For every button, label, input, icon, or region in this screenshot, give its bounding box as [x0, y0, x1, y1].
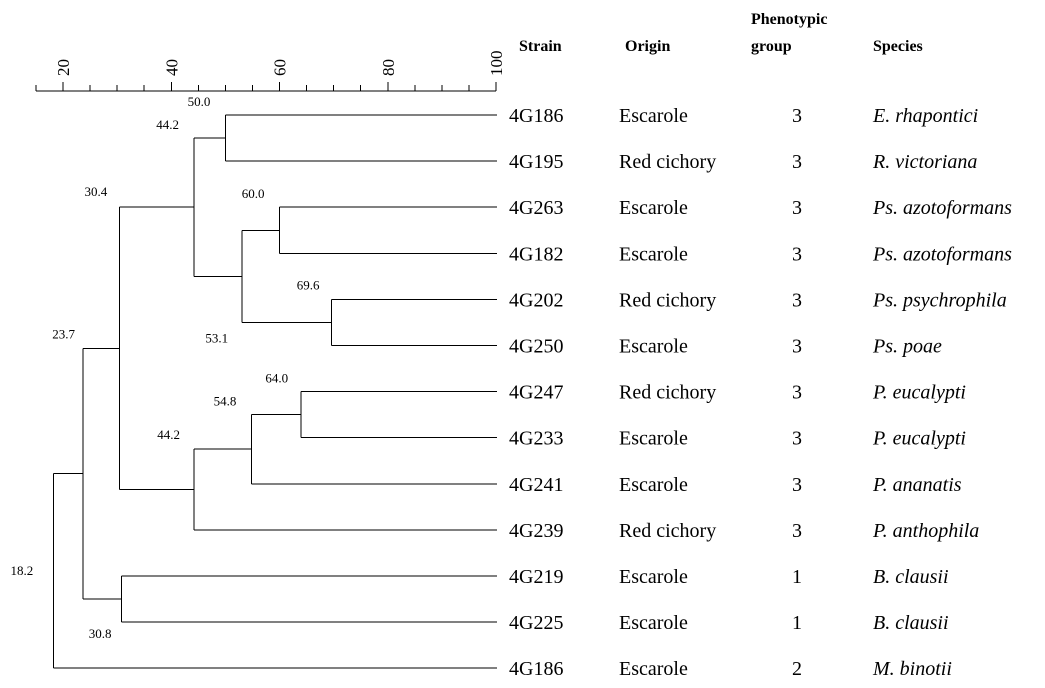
- strain-id: 4G233: [509, 428, 563, 450]
- strain-id: 4G247: [509, 382, 563, 404]
- node-similarity-label: 18.2: [11, 563, 34, 578]
- species-name: Ps. azotoformans: [872, 197, 1012, 219]
- species-name: E. rhapontici: [872, 105, 978, 127]
- node-similarity-label: 44.2: [156, 117, 179, 132]
- strain-id: 4G241: [509, 474, 563, 496]
- strain-row: 4G225 Escarole 1 B. clausii: [509, 612, 949, 634]
- strain-origin: Red cichory: [619, 382, 716, 404]
- node-labels: 50.0 69.6 60.0 53.1 44.2 64.0 54.8 44.2 30.4 30.8…: [11, 94, 320, 641]
- phenotypic-group: 2: [792, 658, 802, 680]
- strain-row: 4G202 Red cichory 3 Ps. psychrophila: [509, 289, 1007, 311]
- column-headers: Strain Origin Phenotypic group Species: [519, 11, 923, 55]
- strain-origin: Escarole: [619, 428, 688, 450]
- strain-row: 4G186 Escarole 3 E. rhapontici: [509, 105, 978, 127]
- strain-row: 4G263 Escarole 3 Ps. azotoformans: [509, 197, 1012, 219]
- node-similarity-label: 54.8: [214, 394, 237, 409]
- strain-id: 4G195: [509, 151, 563, 173]
- strain-origin: Escarole: [619, 243, 688, 265]
- scale-tick-label: 100: [487, 51, 506, 77]
- strain-id: 4G182: [509, 243, 563, 265]
- strain-row: 4G233 Escarole 3 P. eucalypti: [509, 428, 966, 450]
- species-name: R. victoriana: [872, 151, 977, 173]
- strain-row: 4G247 Red cichory 3 P. eucalypti: [509, 382, 966, 404]
- header-phenotypic-line2: group: [751, 38, 792, 55]
- strain-origin: Escarole: [619, 612, 688, 634]
- node-similarity-label: 64.0: [265, 371, 288, 386]
- strain-origin: Escarole: [619, 658, 688, 680]
- strain-origin: Red cichory: [619, 151, 716, 173]
- species-name: P. eucalypti: [872, 428, 966, 450]
- species-name: P. ananatis: [872, 474, 962, 496]
- strain-row: 4G239 Red cichory 3 P. anthophila: [509, 520, 979, 542]
- strain-row: 4G250 Escarole 3 Ps. poae: [509, 336, 942, 358]
- node-similarity-label: 69.6: [297, 277, 320, 292]
- strain-origin: Escarole: [619, 336, 688, 358]
- species-name: Ps. psychrophila: [872, 289, 1007, 311]
- dendrogram-tree: [52, 114, 497, 669]
- strain-origin: Red cichory: [619, 289, 716, 311]
- scale-tick-label: 40: [162, 59, 181, 76]
- strain-origin: Escarole: [619, 566, 688, 588]
- phenotypic-group: 3: [792, 151, 802, 173]
- strain-row: 4G219 Escarole 1 B. clausii: [509, 566, 949, 588]
- phenotypic-group: 3: [792, 243, 802, 265]
- node-similarity-label: 50.0: [188, 94, 211, 109]
- node-similarity-label: 44.2: [157, 427, 180, 442]
- phenotypic-group: 3: [792, 289, 802, 311]
- species-name: B. clausii: [873, 612, 949, 634]
- strain-id: 4G219: [509, 566, 563, 588]
- species-name: P. anthophila: [872, 520, 979, 542]
- node-similarity-label: 30.4: [85, 184, 108, 199]
- strain-id: 4G239: [509, 520, 563, 542]
- header-phenotypic-line1: Phenotypic: [751, 11, 827, 28]
- scale-tick-label: 80: [379, 59, 398, 76]
- phenotypic-group: 1: [792, 566, 802, 588]
- scale-tick-label: 60: [271, 59, 290, 76]
- strain-row: 4G241 Escarole 3 P. ananatis: [509, 474, 962, 496]
- phenotypic-group: 3: [792, 520, 802, 542]
- node-similarity-label: 53.1: [205, 330, 228, 345]
- strain-table: 4G186 Escarole 3 E. rhapontici 4G195 Red cich…: [509, 105, 1012, 680]
- header-strain: Strain: [519, 38, 562, 55]
- phenotypic-group: 3: [792, 428, 802, 450]
- strain-id: 4G186: [509, 105, 563, 127]
- species-name: Ps. poae: [872, 336, 942, 358]
- strain-row: 4G195 Red cichory 3 R. victoriana: [509, 151, 977, 173]
- phenotypic-group: 3: [792, 382, 802, 404]
- node-similarity-label: 60.0: [242, 186, 265, 201]
- similarity-scale: 20 40 60 80 100: [35, 51, 506, 92]
- header-origin: Origin: [625, 38, 670, 55]
- species-name: Ps. azotoformans: [872, 243, 1012, 265]
- node-similarity-label: 30.8: [89, 626, 112, 641]
- header-species: Species: [873, 38, 923, 55]
- species-name: B. clausii: [873, 566, 949, 588]
- strain-origin: Escarole: [619, 197, 688, 219]
- strain-row: 4G186 Escarole 2 M. binotii: [509, 658, 952, 680]
- strain-id: 4G225: [509, 612, 563, 634]
- strain-origin: Red cichory: [619, 520, 716, 542]
- strain-id: 4G250: [509, 336, 563, 358]
- node-similarity-label: 23.7: [52, 326, 75, 341]
- phenotypic-group: 3: [792, 474, 802, 496]
- species-name: P. eucalypti: [872, 382, 966, 404]
- strain-origin: Escarole: [619, 105, 688, 127]
- scale-tick-label: 20: [54, 59, 73, 76]
- phenotypic-group: 1: [792, 612, 802, 634]
- strain-id: 4G202: [509, 289, 563, 311]
- strain-id: 4G186: [509, 658, 563, 680]
- phenotypic-group: 3: [792, 336, 802, 358]
- strain-row: 4G182 Escarole 3 Ps. azotoformans: [509, 243, 1012, 265]
- species-name: M. binotii: [872, 658, 952, 680]
- strain-id: 4G263: [509, 197, 563, 219]
- strain-origin: Escarole: [619, 474, 688, 496]
- phenotypic-group: 3: [792, 105, 802, 127]
- phenotypic-group: 3: [792, 197, 802, 219]
